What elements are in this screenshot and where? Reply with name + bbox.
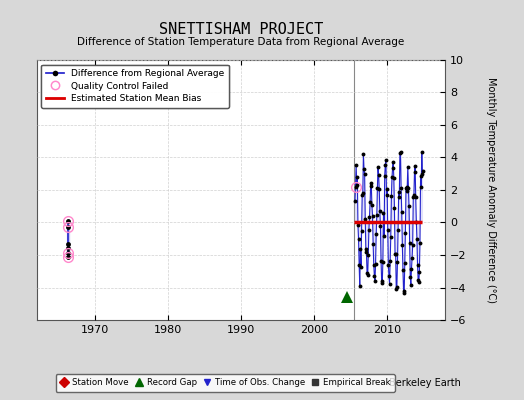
Legend: Station Move, Record Gap, Time of Obs. Change, Empirical Break: Station Move, Record Gap, Time of Obs. C…: [56, 374, 395, 392]
Text: Difference of Station Temperature Data from Regional Average: Difference of Station Temperature Data f…: [78, 37, 405, 47]
Text: SNETTISHAM PROJECT: SNETTISHAM PROJECT: [159, 22, 323, 38]
Legend: Difference from Regional Average, Quality Control Failed, Estimated Station Mean: Difference from Regional Average, Qualit…: [41, 64, 229, 108]
Y-axis label: Monthly Temperature Anomaly Difference (°C): Monthly Temperature Anomaly Difference (…: [486, 77, 496, 303]
Text: Berkeley Earth: Berkeley Earth: [389, 378, 461, 388]
